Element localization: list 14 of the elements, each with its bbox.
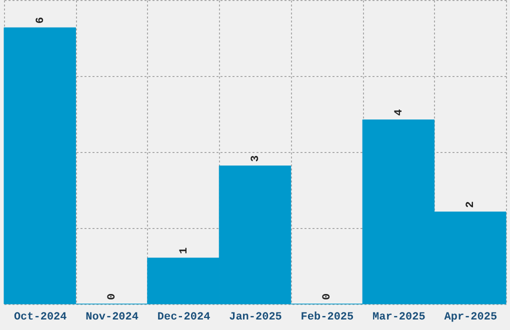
data-label: 6 [34, 17, 47, 24]
x-tick-label: Dec-2024 [157, 312, 211, 324]
data-label: 0 [322, 293, 334, 300]
data-label: 2 [465, 201, 478, 208]
x-tick-label: Nov-2024 [86, 312, 139, 324]
x-tick-label: Jan-2025 [229, 312, 282, 324]
x-tick-label: Feb-2025 [300, 312, 354, 324]
x-tick-label: Mar-2025 [372, 312, 426, 324]
x-tick-label: Apr-2025 [444, 312, 498, 324]
data-label: 4 [393, 108, 406, 116]
data-label: 1 [178, 246, 190, 254]
x-tick-label: Oct-2024 [14, 312, 68, 324]
data-label: 0 [106, 293, 119, 300]
data-label: 3 [250, 154, 262, 162]
